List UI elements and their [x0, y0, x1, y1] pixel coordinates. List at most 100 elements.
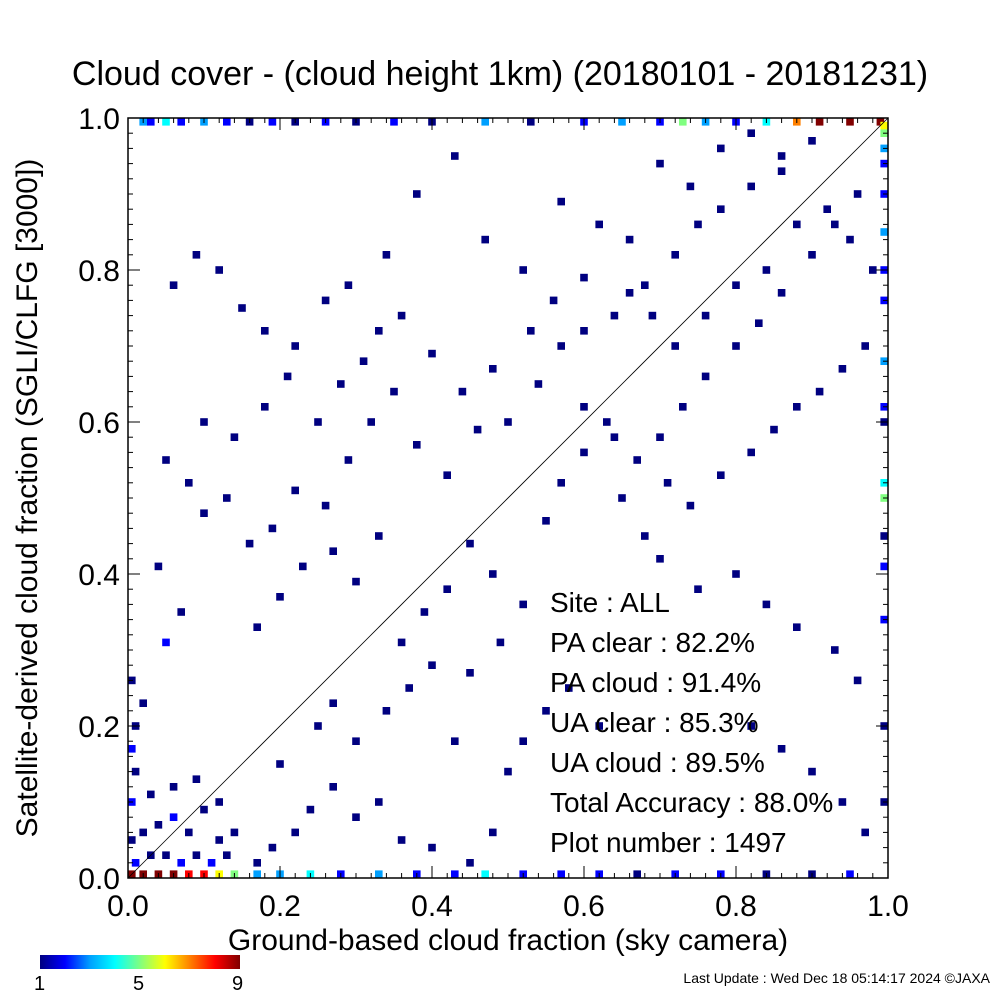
heatmap-cell [557, 479, 565, 487]
heatmap-cell [777, 152, 786, 160]
heatmap-cell [154, 821, 163, 829]
heatmap-cell [755, 319, 763, 327]
heatmap-cell [291, 486, 299, 495]
heatmap-cell [595, 722, 603, 730]
heatmap-cell [853, 676, 862, 685]
heatmap-cell [359, 357, 368, 365]
heatmap-cell [352, 813, 360, 821]
heatmap-cell [177, 859, 185, 867]
heatmap-cell [253, 870, 261, 878]
heatmap-cell [413, 441, 421, 449]
axis-ticks [127, 117, 889, 879]
heatmap-cell [245, 539, 254, 548]
y-tick-label: 0.2 [78, 711, 120, 744]
heatmap-cell [846, 118, 854, 126]
heatmap-cell [853, 190, 862, 198]
heatmap-cell [314, 722, 322, 730]
heatmap-cell [815, 387, 824, 396]
heatmap-cell [375, 870, 383, 878]
heatmap-cell [701, 372, 710, 381]
heatmap-cell [557, 870, 565, 878]
heatmap-cell [663, 479, 672, 487]
heatmap-cell [633, 870, 641, 878]
heatmap-cell [808, 251, 816, 259]
heatmap-cell [352, 577, 360, 586]
heatmap-cell [215, 798, 223, 806]
heatmap-cell [344, 456, 353, 464]
heatmap-cell [382, 707, 391, 715]
heatmap-cell [880, 121, 888, 130]
heatmap-cell [185, 479, 193, 487]
colorbar-min-label: 1 [34, 973, 46, 995]
heatmap-cell [329, 783, 337, 791]
heatmap-cell [261, 403, 269, 411]
colorbar [40, 955, 240, 969]
heatmap-cell [397, 638, 406, 647]
y-tick-label: 0.0 [78, 863, 120, 896]
heatmap-cell [276, 760, 284, 768]
x-tick-label: 0.4 [411, 890, 453, 923]
heatmap-cell [291, 828, 299, 837]
heatmap-cell [603, 418, 611, 426]
heatmap-cell [838, 365, 847, 373]
heatmap-cell [223, 118, 231, 126]
y-tick-label: 0.8 [78, 255, 120, 288]
heatmap-cell [344, 281, 353, 289]
stat-ua-clear: UA clear : 85.3% [550, 707, 759, 738]
heatmap-cell [808, 137, 816, 145]
heatmap-cell [831, 220, 839, 229]
heatmap-cell [876, 118, 885, 126]
heatmap-cell [329, 547, 337, 555]
heatmap-cell [565, 684, 573, 692]
heatmap-cell [694, 585, 702, 593]
heatmap-cell [489, 828, 497, 837]
heatmap-cell [557, 342, 565, 350]
heatmap-cell [625, 289, 634, 297]
heatmap-cell [428, 349, 436, 358]
heatmap-cell [268, 843, 277, 852]
heatmap-cell [443, 471, 451, 479]
heatmap-cell [321, 296, 330, 305]
heatmap-cell [162, 118, 170, 126]
heatmap-cell [192, 851, 201, 859]
heatmap-cell [375, 532, 383, 540]
colorbar-max-label: 9 [232, 973, 244, 995]
heatmap-cell [880, 562, 888, 571]
x-tick-label: 1.0 [867, 890, 909, 923]
heatmap-cell [747, 182, 755, 191]
heatmap-cell [869, 266, 877, 274]
heatmap-cell [466, 539, 474, 548]
heatmap-cell [291, 342, 299, 350]
heatmap-cell [397, 311, 406, 320]
heatmap-cell [413, 190, 421, 198]
colorbar-mid-label: 5 [133, 973, 145, 995]
heatmap-cell [451, 152, 459, 160]
heatmap-cell [200, 805, 208, 814]
x-tick-label: 0.2 [259, 890, 301, 923]
heatmap-cell [481, 235, 489, 244]
heatmap-cell [321, 501, 330, 510]
heatmap-cell [466, 859, 474, 867]
heatmap-cell [200, 418, 208, 426]
heatmap-cell [633, 456, 641, 464]
heatmap-cell [656, 433, 664, 441]
heatmap-cell [458, 387, 467, 396]
heatmap-cell [147, 118, 155, 126]
heatmap-cell [762, 266, 771, 274]
heatmap-cell [230, 828, 239, 837]
stat-total-accuracy: Total Accuracy : 88.0% [550, 787, 834, 818]
heatmap-cell [762, 600, 771, 609]
stat-ua-cloud: UA cloud : 89.5% [550, 747, 765, 778]
heatmap-cell [770, 425, 778, 434]
heatmap-cell [815, 118, 824, 126]
heatmap-cell [701, 311, 710, 320]
heatmap-cell [747, 722, 755, 730]
heatmap-cell [557, 197, 565, 206]
heatmap-cell [382, 251, 391, 259]
heatmap-cell [808, 767, 816, 776]
heatmap-cell [276, 593, 284, 601]
heatmap-cell [717, 144, 725, 153]
heatmap-cell [542, 517, 550, 525]
heatmap-cell [481, 870, 489, 878]
heatmap-cell [162, 851, 170, 859]
